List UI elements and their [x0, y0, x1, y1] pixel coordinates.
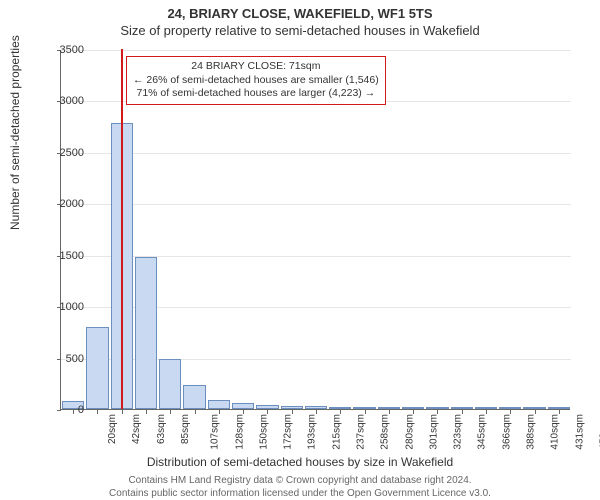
- y-tick-label: 1500: [44, 250, 84, 262]
- x-tick-mark: [146, 410, 147, 414]
- plot-area: 20sqm42sqm63sqm85sqm107sqm128sqm150sqm17…: [60, 50, 570, 410]
- x-tick-mark: [243, 410, 244, 414]
- y-tick-label: 1000: [44, 301, 84, 313]
- histogram-bar: [256, 405, 278, 409]
- histogram-bar: [353, 407, 375, 409]
- x-tick-label: 215sqm: [331, 414, 342, 450]
- x-tick-label: 193sqm: [307, 414, 318, 450]
- x-tick-mark: [267, 410, 268, 414]
- gridline: [61, 204, 571, 205]
- annotation-line: ← 26% of semi-detached houses are smalle…: [133, 74, 379, 88]
- x-tick-label: 280sqm: [404, 414, 415, 450]
- x-tick-label: 410sqm: [550, 414, 561, 450]
- title-line-1: 24, BRIARY CLOSE, WAKEFIELD, WF1 5TS: [0, 0, 600, 21]
- annotation-line: 71% of semi-detached houses are larger (…: [133, 87, 379, 101]
- histogram-bar: [305, 406, 327, 409]
- y-tick-label: 3500: [44, 44, 84, 56]
- annotation-line: 24 BRIARY CLOSE: 71sqm: [133, 60, 379, 74]
- y-axis-label: Number of semi-detached properties: [8, 35, 22, 230]
- x-tick-label: 431sqm: [574, 414, 585, 450]
- histogram-bar: [548, 407, 570, 409]
- x-tick-label: 63sqm: [156, 414, 167, 444]
- histogram-bar: [281, 406, 303, 409]
- y-tick-label: 3000: [44, 95, 84, 107]
- y-tick-label: 2500: [44, 147, 84, 159]
- x-tick-label: 301sqm: [428, 414, 439, 450]
- histogram-bar: [135, 257, 157, 409]
- histogram-bar: [378, 407, 400, 409]
- y-tick-label: 500: [44, 353, 84, 365]
- x-tick-label: 258sqm: [380, 414, 391, 450]
- x-tick-mark: [340, 410, 341, 414]
- x-tick-label: 237sqm: [356, 414, 367, 450]
- gridline: [61, 153, 571, 154]
- histogram-bar: [499, 407, 521, 409]
- histogram-bar: [232, 403, 254, 409]
- histogram-bar: [183, 385, 205, 409]
- histogram-bar: [208, 400, 230, 409]
- histogram-bar: [159, 359, 181, 409]
- x-tick-label: 323sqm: [453, 414, 464, 450]
- x-tick-label: 150sqm: [258, 414, 269, 450]
- y-tick-label: 0: [44, 404, 84, 416]
- x-tick-mark: [195, 410, 196, 414]
- x-tick-mark: [389, 410, 390, 414]
- histogram-bar: [475, 407, 497, 409]
- x-tick-mark: [559, 410, 560, 414]
- x-tick-label: 107sqm: [210, 414, 221, 450]
- x-tick-mark: [170, 410, 171, 414]
- x-tick-mark: [462, 410, 463, 414]
- x-tick-label: 128sqm: [234, 414, 245, 450]
- histogram-bar: [426, 407, 448, 409]
- chart-container: 24, BRIARY CLOSE, WAKEFIELD, WF1 5TS Siz…: [0, 0, 600, 500]
- x-tick-label: 172sqm: [283, 414, 294, 450]
- histogram-bar: [86, 327, 108, 409]
- x-tick-label: 20sqm: [107, 414, 118, 444]
- x-tick-mark: [219, 410, 220, 414]
- annotation-box: 24 BRIARY CLOSE: 71sqm← 26% of semi-deta…: [126, 56, 386, 105]
- x-tick-label: 85sqm: [180, 414, 191, 444]
- title-line-2: Size of property relative to semi-detach…: [0, 21, 600, 38]
- x-axis-label: Distribution of semi-detached houses by …: [0, 455, 600, 469]
- x-tick-mark: [535, 410, 536, 414]
- x-tick-mark: [316, 410, 317, 414]
- gridline: [61, 50, 571, 51]
- x-tick-mark: [510, 410, 511, 414]
- subject-marker-line: [121, 49, 123, 409]
- x-tick-mark: [437, 410, 438, 414]
- x-tick-mark: [122, 410, 123, 414]
- x-tick-mark: [97, 410, 98, 414]
- histogram-bar: [523, 407, 545, 409]
- x-tick-label: 388sqm: [526, 414, 537, 450]
- x-tick-label: 42sqm: [131, 414, 142, 444]
- footer-line-2: Contains public sector information licen…: [0, 488, 600, 499]
- histogram-bar: [329, 407, 351, 409]
- histogram-bar: [451, 407, 473, 409]
- x-tick-label: 345sqm: [477, 414, 488, 450]
- x-tick-mark: [365, 410, 366, 414]
- x-tick-mark: [292, 410, 293, 414]
- x-tick-mark: [413, 410, 414, 414]
- y-tick-label: 2000: [44, 198, 84, 210]
- x-tick-label: 366sqm: [501, 414, 512, 450]
- histogram-bar: [402, 407, 424, 409]
- footer-line-1: Contains HM Land Registry data © Crown c…: [0, 475, 600, 486]
- x-tick-mark: [486, 410, 487, 414]
